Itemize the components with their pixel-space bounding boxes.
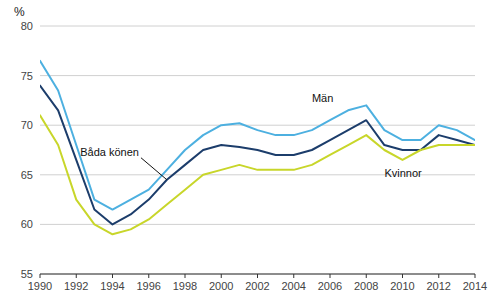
x-tick <box>475 274 476 278</box>
x-tick-label: 2006 <box>318 280 342 292</box>
leader-line <box>141 158 167 180</box>
series-line <box>40 61 475 210</box>
x-tick <box>438 274 439 278</box>
y-axis-label: % <box>14 5 25 19</box>
series-label: Båda könen <box>80 146 139 158</box>
x-tick-label: 2010 <box>390 280 414 292</box>
grid-line <box>40 224 475 225</box>
grid <box>40 26 475 274</box>
lines <box>40 61 475 235</box>
y-tick-label: 75 <box>21 70 33 82</box>
x-tick-label: 1996 <box>137 280 161 292</box>
x-tick <box>257 274 258 278</box>
y-tick-label: 70 <box>21 119 33 131</box>
y-tick-label: 80 <box>21 20 33 32</box>
y-tick-label: 55 <box>21 268 33 280</box>
grid-line <box>40 125 475 126</box>
x-tick-label: 2000 <box>209 280 233 292</box>
x-tick-label: 2002 <box>245 280 269 292</box>
x-tick-label: 1994 <box>100 280 124 292</box>
x-tick <box>112 274 113 278</box>
y-tick-label: 60 <box>21 218 33 230</box>
x-tick <box>366 274 367 278</box>
series-label: Kvinnor <box>384 167 422 179</box>
x-tick-label: 2008 <box>354 280 378 292</box>
grid-line <box>40 26 475 27</box>
x-tick <box>148 274 149 278</box>
chart: 55 60 65 70 75 80 1990 1992 1994 1996 1998 2000 2002… <box>0 0 491 302</box>
x-tick-label: 2014 <box>463 280 487 292</box>
x-tick-label: 1990 <box>28 280 52 292</box>
x-tick <box>185 274 186 278</box>
grid-line <box>40 75 475 76</box>
x-tick <box>40 274 41 278</box>
x-tick <box>76 274 77 278</box>
x-tick-label: 1992 <box>64 280 88 292</box>
series-label: Män <box>312 92 333 104</box>
x-tick-label: 2004 <box>282 280 306 292</box>
x-tick <box>402 274 403 278</box>
x-tick <box>221 274 222 278</box>
x-tick-label: 2012 <box>427 280 451 292</box>
x-tick <box>293 274 294 278</box>
x-tick-label: 1998 <box>173 280 197 292</box>
y-tick-label: 65 <box>21 169 33 181</box>
x-tick <box>330 274 331 278</box>
series-line <box>40 115 475 234</box>
